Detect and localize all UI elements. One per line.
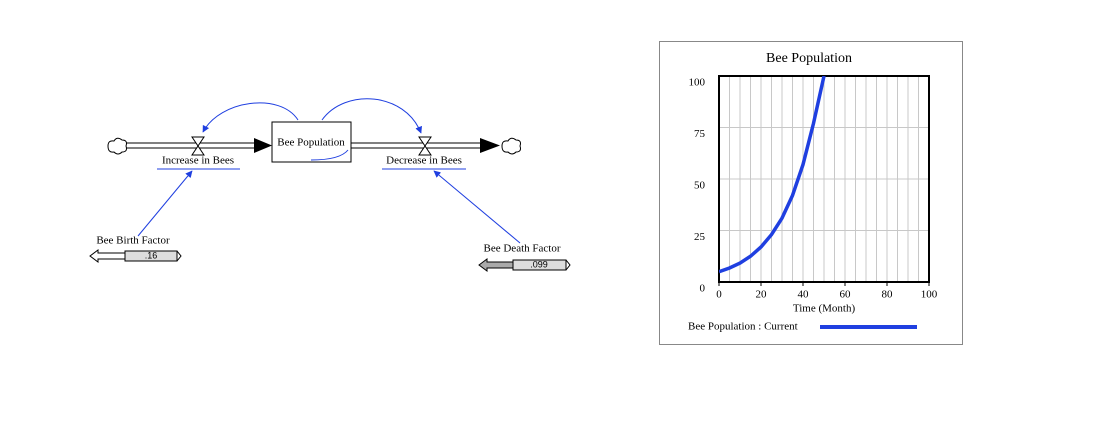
death-factor-value: .099 [530, 259, 548, 269]
link-arrow [310, 149, 349, 161]
slider [478, 258, 514, 272]
sink-cloud [501, 137, 521, 155]
stock-flow-diagram: Bee Population Increase in Bees Decrease… [89, 98, 571, 272]
slider-box[interactable] [512, 259, 567, 271]
y-tick-label: 25 [694, 231, 706, 243]
outflow-valve [418, 136, 432, 156]
stock-box [271, 121, 352, 163]
y-tick-label: 75 [694, 128, 706, 140]
birth-factor-value: .16 [145, 250, 158, 260]
birth-factor-label: Bee Birth Factor [96, 235, 170, 247]
inflow-pipe [126, 138, 272, 153]
stock-label: Bee Population [277, 137, 345, 149]
slider-box[interactable] [124, 250, 178, 262]
x-tick-label: 60 [840, 289, 852, 301]
chart-panel: Bee Population Time (Month) 0 20 40 60 80 100… [659, 41, 963, 345]
series-line [719, 76, 826, 274]
y-tick-label: 50 [694, 180, 706, 192]
inflow-label: Increase in Bees [162, 155, 234, 167]
x-tick-label: 40 [798, 289, 810, 301]
y-tick-label: 100 [689, 77, 706, 89]
x-tick-label: 80 [882, 289, 894, 301]
x-tick-label: 0 [716, 289, 722, 301]
death-factor-label: Bee Death Factor [484, 243, 561, 255]
link-arrow [321, 98, 422, 134]
chart-title: Bee Population [766, 51, 852, 66]
link-arrow [202, 102, 299, 133]
y-tick-label: 0 [700, 283, 706, 295]
x-axis-label: Time (Month) [793, 303, 856, 315]
outflow-pipe [351, 138, 500, 153]
inflow-valve [191, 136, 205, 156]
slider [89, 249, 126, 263]
source-cloud [107, 137, 127, 155]
slider-end [176, 250, 182, 262]
outflow-label: Decrease in Bees [386, 155, 462, 167]
x-tick-label: 20 [756, 289, 768, 301]
link-arrow [433, 170, 521, 244]
x-tick-label: 100 [921, 289, 938, 301]
slider-end [565, 259, 571, 271]
link-arrow [137, 170, 193, 237]
panel-border [659, 41, 963, 345]
legend-label: Bee Population : Current [688, 321, 798, 333]
